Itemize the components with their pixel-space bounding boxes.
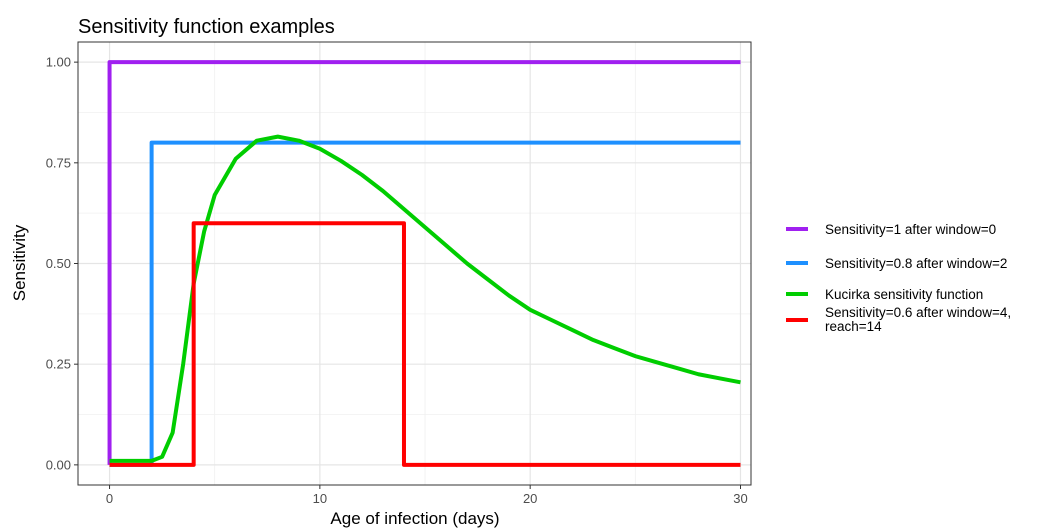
series-line-1 bbox=[107, 60, 741, 465]
legend-item-3: Kucirka sensitivity function bbox=[786, 287, 983, 302]
series-line-4 bbox=[109, 221, 741, 467]
legend-item-4: Sensitivity=0.6 after window=4, reach=14 bbox=[786, 305, 1011, 334]
y-tick-label: 0.75 bbox=[46, 155, 71, 170]
y-tick-label: 0.50 bbox=[46, 256, 71, 271]
legend-item-2: Sensitivity=0.8 after window=2 bbox=[786, 256, 1007, 271]
x-tick-label: 10 bbox=[313, 491, 327, 506]
legend-label: Kucirka sensitivity function bbox=[825, 287, 983, 302]
series-line-3 bbox=[109, 134, 741, 463]
y-axis-title: Sensitivity bbox=[10, 224, 29, 301]
x-tick-label: 30 bbox=[733, 491, 747, 506]
legend-label: Sensitivity=0.6 after window=4, reach=14 bbox=[825, 305, 1011, 334]
y-tick-label: 1.00 bbox=[46, 55, 71, 70]
y-tick-label: 0.00 bbox=[46, 457, 71, 472]
x-axis-title: Age of infection (days) bbox=[330, 509, 499, 528]
series-lines bbox=[107, 60, 741, 467]
x-tick-label: 0 bbox=[106, 491, 113, 506]
legend: Sensitivity=1 after window=0 Sensitivity=… bbox=[786, 222, 1011, 334]
legend-item-1: Sensitivity=1 after window=0 bbox=[786, 222, 996, 237]
x-tick-label: 20 bbox=[523, 491, 537, 506]
legend-label: Sensitivity=1 after window=0 bbox=[825, 222, 996, 237]
legend-label: Sensitivity=0.8 after window=2 bbox=[825, 256, 1007, 271]
axis-ticks: 0 10 20 30 0.00 0.25 0.50 0.75 1.00 bbox=[46, 55, 748, 506]
y-tick-label: 0.25 bbox=[46, 357, 71, 372]
chart-title: Sensitivity function examples bbox=[78, 16, 335, 38]
